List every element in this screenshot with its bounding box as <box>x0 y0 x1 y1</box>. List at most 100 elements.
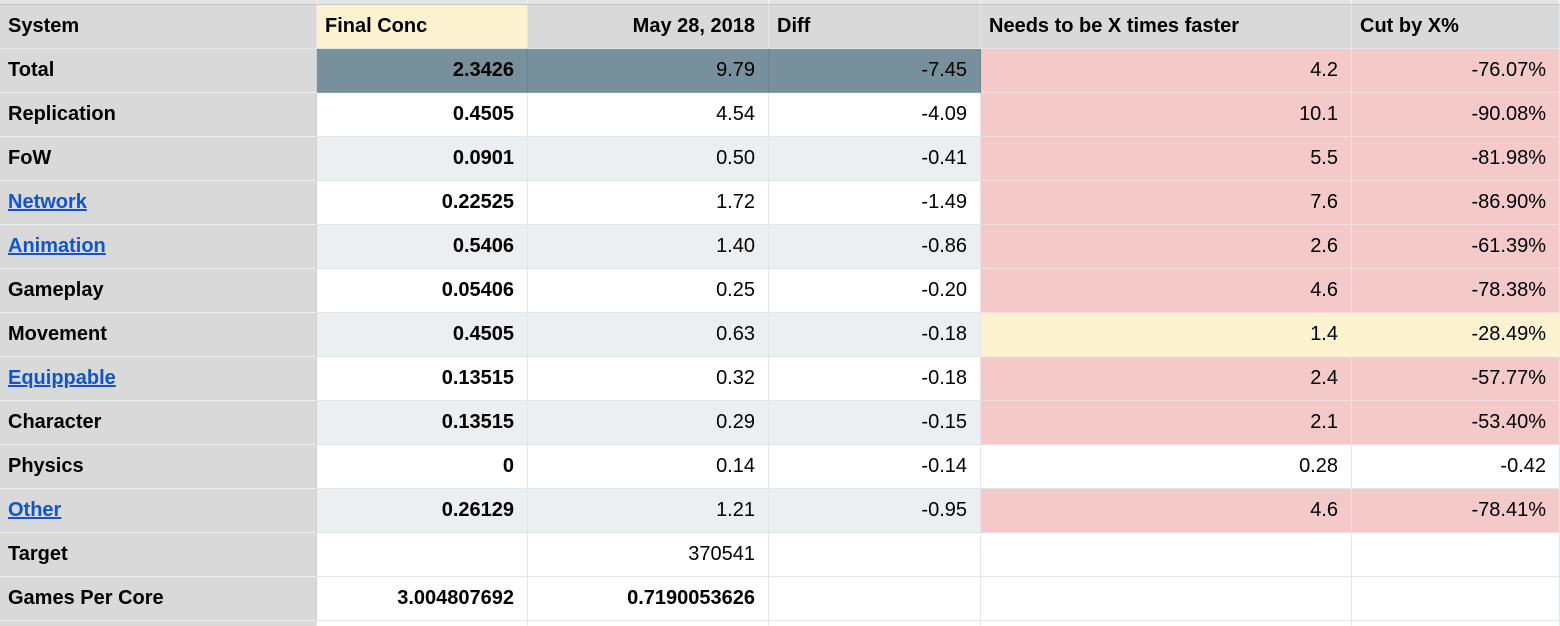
diff-cell[interactable]: -0.86 <box>769 225 981 269</box>
cut-by-cell[interactable]: -78.38% <box>1352 269 1560 313</box>
diff-cell[interactable]: -7.45 <box>769 49 981 93</box>
diff-cell[interactable]: -0.14 <box>769 445 981 489</box>
final-conc-cell[interactable]: 3.004807692 <box>317 577 528 621</box>
system-cell[interactable]: Movement <box>0 313 317 357</box>
x-faster-cell[interactable]: 5.5 <box>981 137 1352 181</box>
system-cell[interactable]: Other <box>0 489 317 533</box>
x-faster-cell[interactable]: 4.6 <box>981 489 1352 533</box>
partial-cell <box>317 0 528 4</box>
table-row: FoW 0.0901 0.50 -0.41 5.5 -81.98% <box>0 137 1560 181</box>
may-28-cell[interactable]: 0.14 <box>528 445 769 489</box>
system-link[interactable]: Other <box>8 499 62 521</box>
system-cell[interactable]: Games Per Core <box>0 577 317 621</box>
partial-row-below <box>0 621 1560 626</box>
column-header-may-28-2018[interactable]: May 28, 2018 <box>528 5 769 49</box>
final-conc-cell[interactable]: 0.4505 <box>317 313 528 357</box>
system-cell[interactable]: Network <box>0 181 317 225</box>
table-row: Games Per Core 3.004807692 0.7190053626 <box>0 577 1560 621</box>
x-faster-cell[interactable]: 4.2 <box>981 49 1352 93</box>
x-faster-cell[interactable]: 2.6 <box>981 225 1352 269</box>
cut-by-cell[interactable] <box>1352 577 1560 621</box>
x-faster-cell[interactable]: 0.28 <box>981 445 1352 489</box>
table-row: Other 0.26129 1.21 -0.95 4.6 -78.41% <box>0 489 1560 533</box>
may-28-cell[interactable]: 1.40 <box>528 225 769 269</box>
system-link[interactable]: Network <box>8 191 87 213</box>
cut-by-cell[interactable]: -0.42 <box>1352 445 1560 489</box>
system-link[interactable]: Equippable <box>8 367 116 389</box>
may-28-cell[interactable]: 0.29 <box>528 401 769 445</box>
may-28-cell[interactable]: 0.63 <box>528 313 769 357</box>
column-header-cut-by[interactable]: Cut by X% <box>1352 5 1560 49</box>
cut-by-cell[interactable]: -28.49% <box>1352 313 1560 357</box>
diff-cell[interactable]: -0.20 <box>769 269 981 313</box>
cut-by-cell[interactable]: -57.77% <box>1352 357 1560 401</box>
cut-by-cell[interactable]: -81.98% <box>1352 137 1560 181</box>
column-header-system[interactable]: System <box>0 5 317 49</box>
may-28-cell[interactable]: 1.72 <box>528 181 769 225</box>
x-faster-cell[interactable] <box>981 577 1352 621</box>
may-28-cell[interactable]: 4.54 <box>528 93 769 137</box>
system-link[interactable]: Animation <box>8 235 106 257</box>
system-cell[interactable]: Equippable <box>0 357 317 401</box>
cut-by-cell[interactable]: -78.41% <box>1352 489 1560 533</box>
diff-cell[interactable] <box>769 533 981 577</box>
diff-cell[interactable]: -0.15 <box>769 401 981 445</box>
partial-cell <box>317 621 528 626</box>
cut-by-cell[interactable]: -86.90% <box>1352 181 1560 225</box>
system-cell[interactable]: Animation <box>0 225 317 269</box>
table-row: Equippable 0.13515 0.32 -0.18 2.4 -57.77… <box>0 357 1560 401</box>
x-faster-cell[interactable]: 7.6 <box>981 181 1352 225</box>
may-28-cell[interactable]: 0.50 <box>528 137 769 181</box>
diff-cell[interactable]: -1.49 <box>769 181 981 225</box>
table-row: Animation 0.5406 1.40 -0.86 2.6 -61.39% <box>0 225 1560 269</box>
final-conc-cell[interactable]: 0.13515 <box>317 401 528 445</box>
system-cell[interactable]: Target <box>0 533 317 577</box>
x-faster-cell[interactable]: 10.1 <box>981 93 1352 137</box>
table-row: Total 2.3426 9.79 -7.45 4.2 -76.07% <box>0 49 1560 93</box>
system-cell[interactable]: Replication <box>0 93 317 137</box>
final-conc-cell[interactable]: 0.5406 <box>317 225 528 269</box>
column-header-x-times-faster[interactable]: Needs to be X times faster <box>981 5 1352 49</box>
may-28-cell[interactable]: 0.32 <box>528 357 769 401</box>
diff-cell[interactable]: -0.18 <box>769 357 981 401</box>
diff-cell[interactable]: -4.09 <box>769 93 981 137</box>
column-header-diff[interactable]: Diff <box>769 5 981 49</box>
diff-cell[interactable] <box>769 577 981 621</box>
final-conc-cell[interactable]: 0.22525 <box>317 181 528 225</box>
system-cell[interactable]: Physics <box>0 445 317 489</box>
partial-cell <box>528 621 769 626</box>
may-28-cell[interactable]: 0.7190053626 <box>528 577 769 621</box>
system-cell[interactable]: Character <box>0 401 317 445</box>
x-faster-cell[interactable] <box>981 533 1352 577</box>
system-cell[interactable]: Gameplay <box>0 269 317 313</box>
final-conc-cell[interactable]: 0.0901 <box>317 137 528 181</box>
x-faster-cell[interactable]: 2.4 <box>981 357 1352 401</box>
diff-cell[interactable]: -0.18 <box>769 313 981 357</box>
x-faster-cell[interactable]: 2.1 <box>981 401 1352 445</box>
may-28-cell[interactable]: 9.79 <box>528 49 769 93</box>
may-28-cell[interactable]: 0.25 <box>528 269 769 313</box>
cut-by-cell[interactable]: -76.07% <box>1352 49 1560 93</box>
diff-cell[interactable]: -0.95 <box>769 489 981 533</box>
final-conc-cell[interactable]: 0.13515 <box>317 357 528 401</box>
column-header-final-conc[interactable]: Final Conc <box>317 5 528 49</box>
system-cell[interactable]: FoW <box>0 137 317 181</box>
final-conc-cell[interactable]: 0.05406 <box>317 269 528 313</box>
cut-by-cell[interactable]: -61.39% <box>1352 225 1560 269</box>
final-conc-cell[interactable]: 2.3426 <box>317 49 528 93</box>
final-conc-cell[interactable]: 0 <box>317 445 528 489</box>
may-28-cell[interactable]: 1.21 <box>528 489 769 533</box>
diff-cell[interactable]: -0.41 <box>769 137 981 181</box>
partial-cell <box>769 621 981 626</box>
cut-by-cell[interactable]: -90.08% <box>1352 93 1560 137</box>
system-cell[interactable]: Total <box>0 49 317 93</box>
final-conc-cell[interactable]: 0.4505 <box>317 93 528 137</box>
cut-by-cell[interactable]: -53.40% <box>1352 401 1560 445</box>
final-conc-cell[interactable] <box>317 533 528 577</box>
cut-by-cell[interactable] <box>1352 533 1560 577</box>
final-conc-cell[interactable]: 0.26129 <box>317 489 528 533</box>
x-faster-cell[interactable]: 4.6 <box>981 269 1352 313</box>
x-faster-cell[interactable]: 1.4 <box>981 313 1352 357</box>
may-28-cell[interactable]: 370541 <box>528 533 769 577</box>
table-row: Character 0.13515 0.29 -0.15 2.1 -53.40% <box>0 401 1560 445</box>
